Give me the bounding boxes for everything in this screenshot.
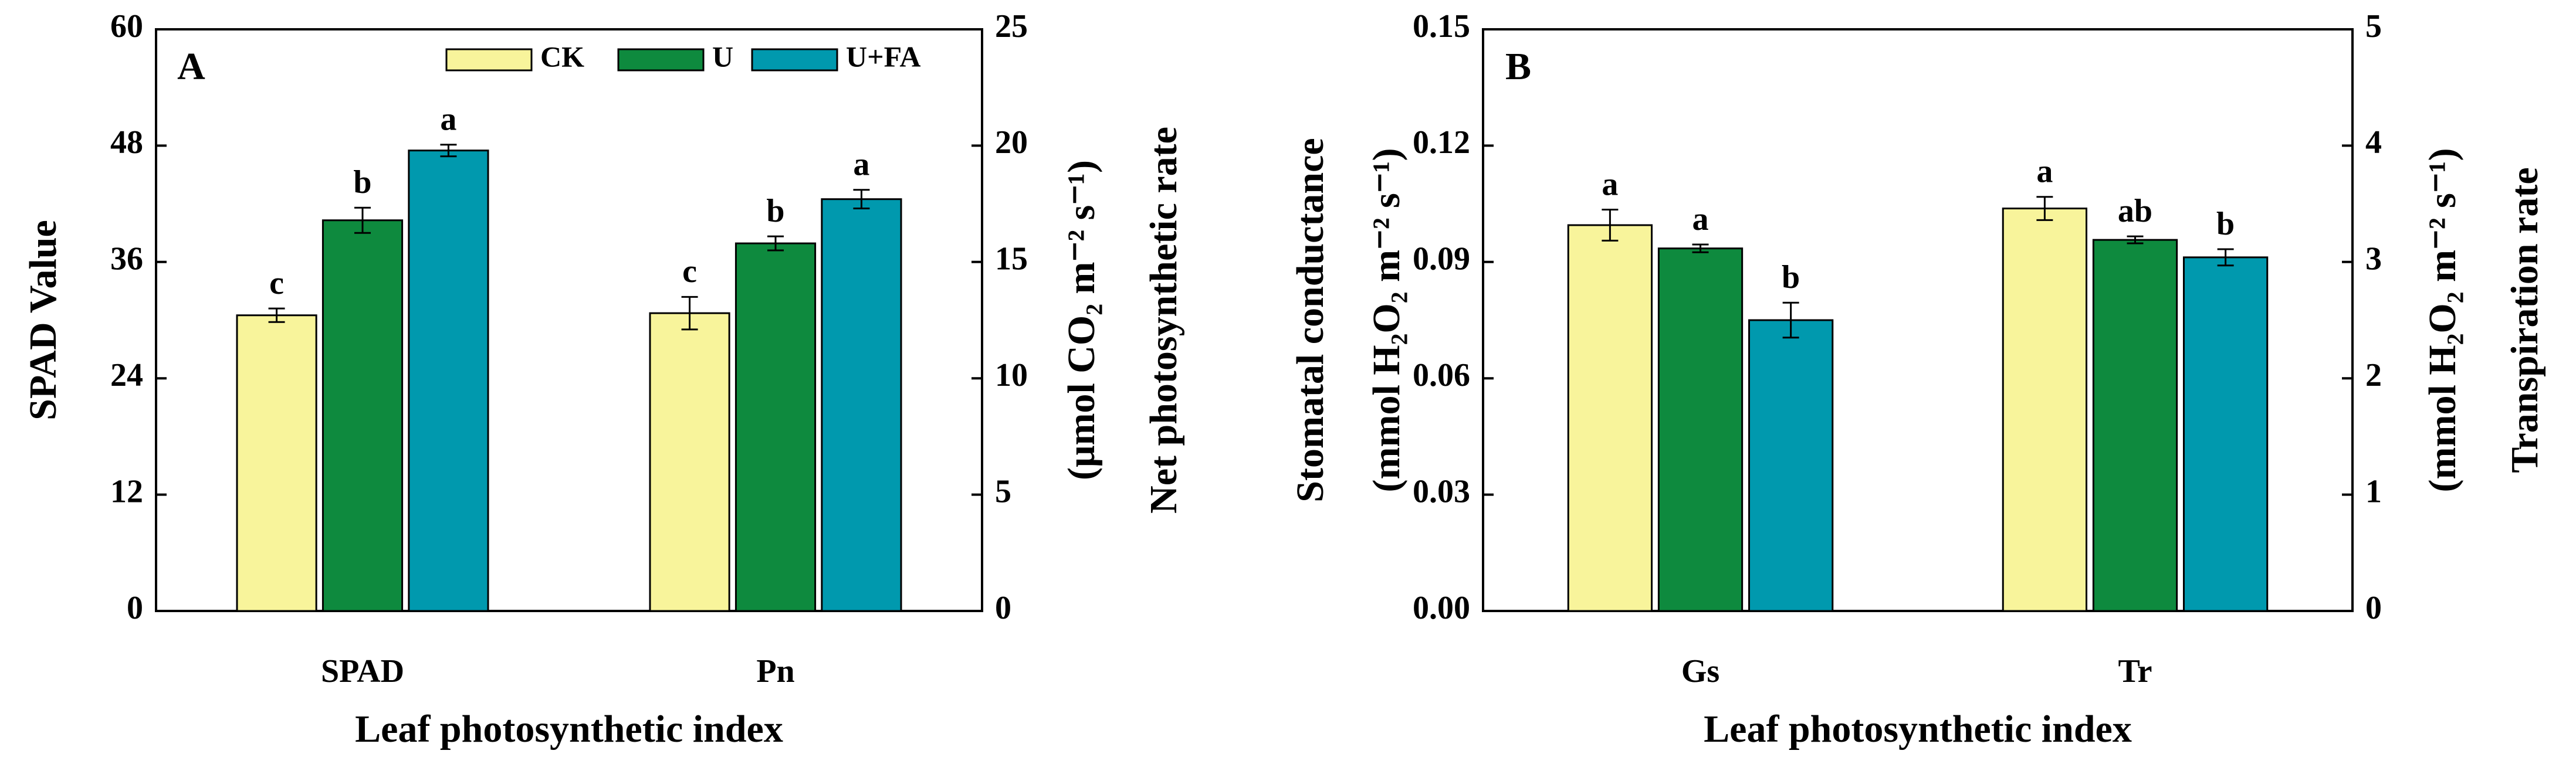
significance-letter: b	[766, 193, 784, 229]
y-tick-label: 12	[110, 473, 143, 510]
y-tick-label: 60	[110, 8, 143, 45]
legend-label: CK	[540, 40, 584, 73]
bar	[321, 219, 404, 612]
y2-tick-label: 10	[995, 357, 1028, 393]
y2-tick-label: 4	[2365, 124, 2382, 161]
bar	[649, 312, 730, 612]
x-tick-label: Gs	[1681, 653, 1719, 690]
x-tick-label: Pn	[756, 653, 794, 690]
y-tick-label: 0.09	[1413, 241, 1470, 277]
error-bar	[853, 189, 870, 210]
plot-frame	[1482, 28, 2354, 612]
bar	[236, 314, 317, 612]
y2-axis-unit: (mmol H₂O₂ m⁻² s⁻¹)	[2421, 148, 2464, 493]
significance-letter: b	[1782, 259, 1800, 296]
y-tick-label: 0.15	[1413, 8, 1470, 45]
bar	[2092, 239, 2178, 612]
bar	[2182, 256, 2269, 612]
error-bar	[440, 144, 457, 158]
bar	[408, 150, 489, 612]
y2-tick-label: 15	[995, 241, 1028, 277]
y2-tick-label: 25	[995, 8, 1028, 45]
y-tick-label: 48	[110, 124, 143, 161]
x-axis-label: Leaf photosynthetic index	[355, 708, 783, 751]
y2-tick-label: 0	[2365, 590, 2382, 626]
error-bar	[681, 296, 698, 331]
error-bar	[2127, 235, 2144, 245]
significance-letter: a	[440, 101, 456, 138]
bar	[734, 242, 817, 612]
error-bar	[767, 235, 784, 252]
error-bar	[354, 206, 371, 234]
y-tick-label: 0.03	[1413, 473, 1470, 510]
legend-label: U+FA	[846, 40, 921, 73]
plot-frame	[155, 28, 983, 612]
error-bar	[268, 307, 285, 323]
y2-tick-label: 5	[2365, 8, 2382, 45]
significance-letter: c	[682, 253, 697, 290]
legend-swatch	[751, 48, 838, 72]
error-bar	[1602, 209, 1619, 242]
error-bar	[1782, 301, 1799, 339]
panel-label: B	[1505, 45, 1531, 88]
significance-letter: b	[353, 164, 371, 201]
y2-tick-label: 2	[2365, 357, 2382, 393]
y2-axis-label: Net photosynthetic rate	[1142, 127, 1185, 514]
error-bar	[2036, 196, 2053, 221]
y-axis-label: SPAD Value	[22, 220, 65, 420]
y2-tick-label: 5	[995, 473, 1011, 510]
y-tick-label: 0.06	[1413, 357, 1470, 393]
significance-letter: c	[269, 265, 284, 301]
panel-label: A	[177, 45, 205, 88]
legend-swatch	[445, 48, 533, 72]
x-tick-label: Tr	[2118, 653, 2152, 690]
bar	[1567, 224, 1653, 612]
significance-letter: a	[1692, 201, 1709, 237]
bar	[1748, 319, 1834, 612]
error-bar	[2217, 248, 2234, 267]
y-axis-label: Stomatal conductance	[1289, 138, 1332, 502]
significance-letter: a	[1602, 166, 1618, 202]
y-tick-label: 36	[110, 241, 143, 277]
y2-axis-label: Transpiration rate	[2503, 167, 2546, 473]
x-axis-label: Leaf photosynthetic index	[1704, 708, 2132, 751]
y-tick-label: 0.12	[1413, 124, 1470, 161]
bar	[1657, 247, 1744, 612]
bar	[821, 198, 902, 612]
y-tick-label: 0.00	[1413, 590, 1470, 626]
significance-letter: b	[2216, 206, 2235, 242]
y-axis-unit: (mmol H₂O₂ m⁻² s⁻¹)	[1365, 148, 1408, 493]
y2-tick-label: 0	[995, 590, 1011, 626]
error-bar	[1692, 243, 1709, 253]
y2-axis-unit: (μmol CO₂ m⁻² s⁻¹)	[1060, 160, 1103, 480]
legend-swatch	[617, 48, 705, 72]
significance-letter: a	[2036, 154, 2053, 190]
bar	[2002, 208, 2088, 612]
y2-tick-label: 20	[995, 124, 1028, 161]
y2-tick-label: 1	[2365, 473, 2382, 510]
significance-letter: ab	[2118, 193, 2152, 229]
y-tick-label: 0	[127, 590, 143, 626]
legend-label: U	[712, 40, 733, 73]
y-tick-label: 24	[110, 357, 143, 393]
y2-tick-label: 3	[2365, 241, 2382, 277]
significance-letter: a	[853, 147, 869, 183]
x-tick-label: SPAD	[321, 653, 404, 690]
